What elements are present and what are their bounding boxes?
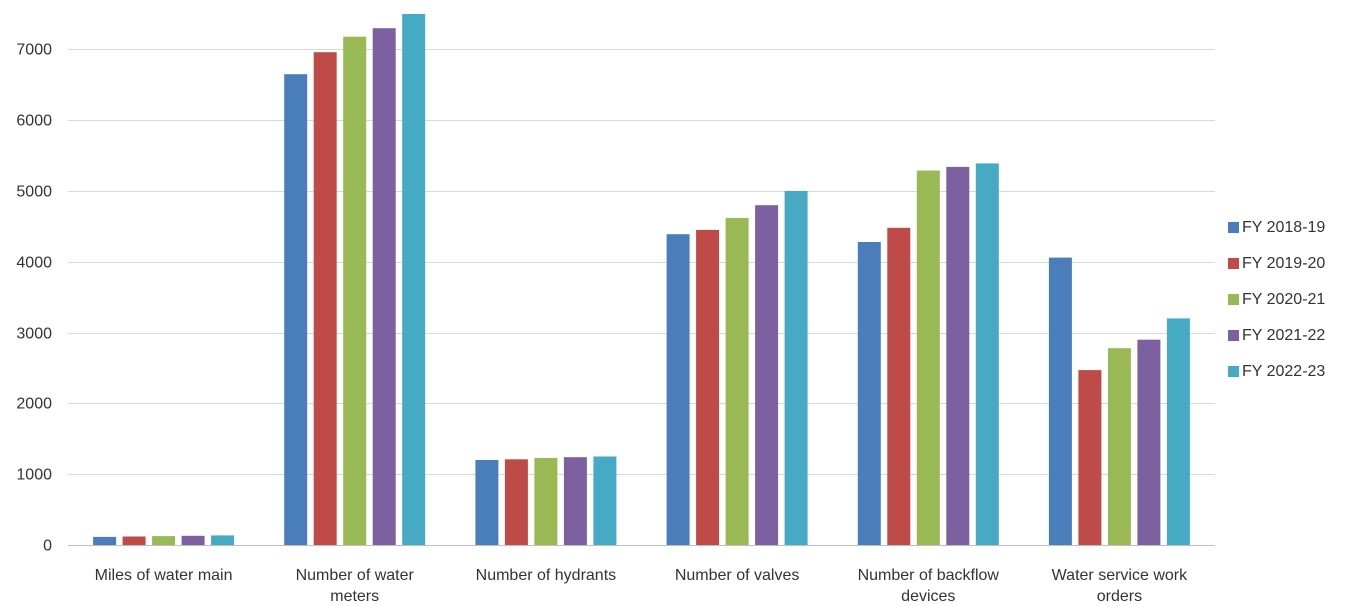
x-category-label: Miles of water main [95, 567, 233, 584]
bar [784, 191, 808, 545]
legend-swatch [1228, 222, 1239, 233]
bar [1166, 318, 1190, 545]
bar [593, 456, 617, 545]
x-category-label: Water service work [1052, 567, 1188, 584]
y-tick-label: 5000 [16, 184, 52, 201]
bar [1048, 257, 1072, 545]
bar [284, 74, 308, 545]
y-tick-label: 3000 [16, 326, 52, 343]
y-tick-label: 2000 [16, 396, 52, 413]
bar [946, 166, 970, 545]
bar [755, 205, 779, 545]
bars [93, 14, 1190, 546]
y-tick-label: 0 [43, 538, 52, 555]
bar [534, 457, 558, 545]
bar [696, 229, 720, 545]
legend-label: FY 2018-19 [1242, 219, 1325, 236]
bar [475, 460, 499, 545]
bar [122, 536, 146, 545]
legend-label: FY 2019-20 [1242, 255, 1325, 272]
legend-swatch [1228, 294, 1239, 305]
legend-swatch [1228, 330, 1239, 341]
bar [211, 535, 235, 545]
bar [1078, 370, 1102, 545]
legend-label: FY 2021-22 [1242, 327, 1325, 344]
y-tick-label: 6000 [16, 113, 52, 130]
bar [402, 14, 426, 545]
legend-swatch [1228, 366, 1239, 377]
x-axis-category-labels: Miles of water main Number of water meters… [95, 567, 1188, 605]
bar [343, 36, 367, 545]
bar [916, 170, 940, 545]
legend: FY 2018-19 FY 2019-20 FY 2020-21 FY 2021-22… [1228, 219, 1325, 380]
bar [975, 163, 999, 545]
x-category-label: Number of backflow [858, 567, 1000, 584]
y-axis-tick-labels: 0 1000 2000 3000 4000 5000 6000 7000 [16, 42, 52, 555]
bar [152, 536, 176, 545]
bar [313, 52, 337, 545]
bar [563, 457, 587, 545]
legend-label: FY 2022-23 [1242, 363, 1325, 380]
y-tick-label: 1000 [16, 467, 52, 484]
x-category-label: Number of hydrants [476, 567, 617, 584]
legend-label: FY 2020-21 [1242, 291, 1325, 308]
bar [666, 234, 690, 545]
y-tick-label: 4000 [16, 255, 52, 272]
bar [857, 242, 881, 545]
legend-swatch [1228, 258, 1239, 269]
bar [725, 217, 749, 545]
gridlines [68, 49, 1215, 475]
x-category-label: meters [330, 588, 379, 605]
bar [372, 28, 396, 545]
x-category-label: Number of water [296, 567, 415, 584]
bar [887, 227, 911, 546]
bar [504, 459, 528, 545]
bar [1137, 339, 1161, 545]
x-category-label: orders [1097, 588, 1142, 605]
x-category-label: Number of valves [675, 567, 800, 584]
bar [1107, 348, 1131, 545]
bar [93, 536, 117, 545]
y-tick-label: 7000 [16, 42, 52, 59]
bar [181, 535, 205, 545]
x-category-label: devices [901, 588, 955, 605]
